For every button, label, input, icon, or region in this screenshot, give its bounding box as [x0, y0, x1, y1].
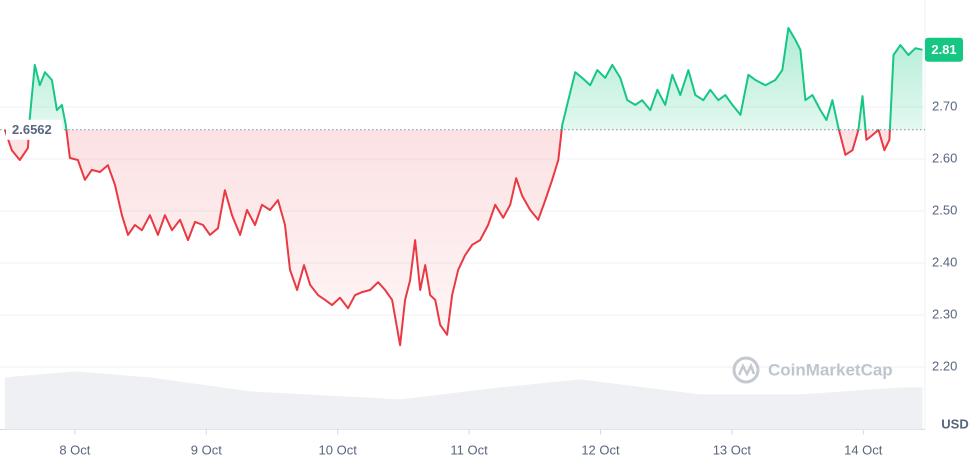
x-tick-label: 14 Oct	[844, 442, 883, 457]
y-tick-label: 2.50	[932, 202, 957, 217]
x-tick-label: 13 Oct	[713, 442, 752, 457]
last-price-bg	[925, 37, 963, 62]
y-tick-label: 2.20	[932, 358, 957, 373]
x-tick-label: 9 Oct	[191, 442, 222, 457]
x-tick-label: 10 Oct	[319, 442, 358, 457]
y-tick-label: 2.70	[932, 98, 957, 113]
x-tick-label: 11 Oct	[450, 442, 488, 457]
y-tick-label: 2.40	[932, 254, 957, 269]
price-line	[3, 27, 923, 347]
y-tick-label: 2.30	[932, 306, 957, 321]
watermark: CoinMarketCap	[732, 356, 893, 384]
y-tick-label: 2.60	[932, 150, 957, 165]
y-unit: USD	[941, 416, 968, 431]
price-area	[4, 28, 923, 346]
last-price-label: 2.81	[931, 42, 956, 57]
x-tick-label: 12 Oct	[581, 442, 620, 457]
baseline-label: 2.6562	[12, 122, 52, 137]
volume-area	[4, 371, 923, 430]
x-tick-label: 8 Oct	[59, 442, 90, 457]
baseline-label-bg	[6, 119, 62, 140]
watermark-text: CoinMarketCap	[768, 360, 893, 379]
